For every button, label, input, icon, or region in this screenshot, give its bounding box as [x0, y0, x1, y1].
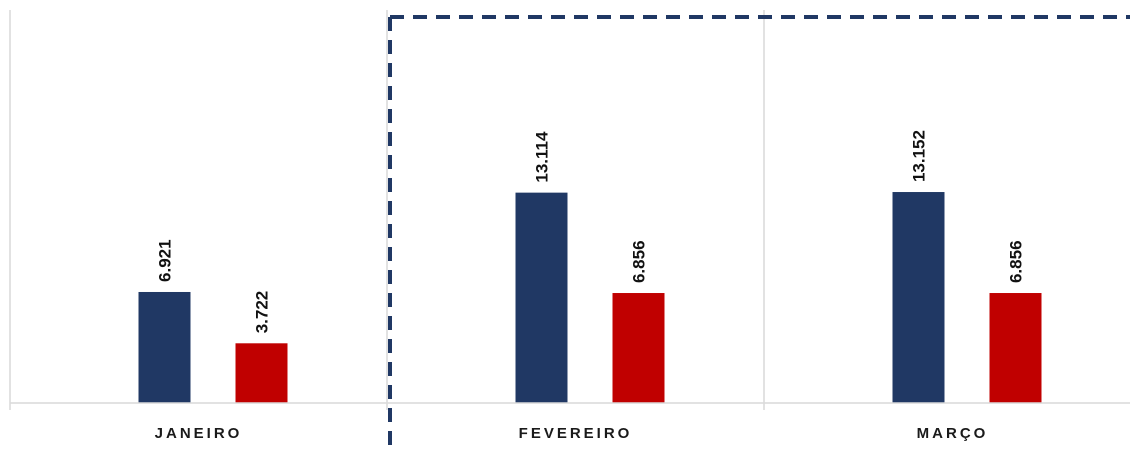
bar	[892, 192, 945, 403]
data-label: 13.152	[910, 130, 929, 182]
data-label: 13.114	[533, 131, 552, 183]
data-label: 3.722	[253, 291, 272, 334]
bar	[138, 291, 191, 403]
x-tick-label: FEVEREIRO	[519, 425, 633, 442]
data-label: 6.921	[156, 239, 175, 282]
grid-layer	[9, 10, 765, 410]
bar	[235, 343, 288, 403]
bar	[989, 293, 1042, 403]
x-tick-label: JANEIRO	[155, 425, 243, 442]
highlight-layer	[388, 15, 1130, 450]
data-label: 6.856	[630, 240, 649, 283]
label-layer: 6.921 13.114 13.152 3.722 6.856 6.856 JANEIRO F…	[155, 130, 1026, 442]
bar	[515, 192, 568, 403]
data-label: 6.856	[1007, 240, 1026, 283]
x-tick-label: MARÇO	[917, 425, 989, 442]
bar-layer	[138, 192, 1042, 403]
bar	[612, 293, 665, 403]
